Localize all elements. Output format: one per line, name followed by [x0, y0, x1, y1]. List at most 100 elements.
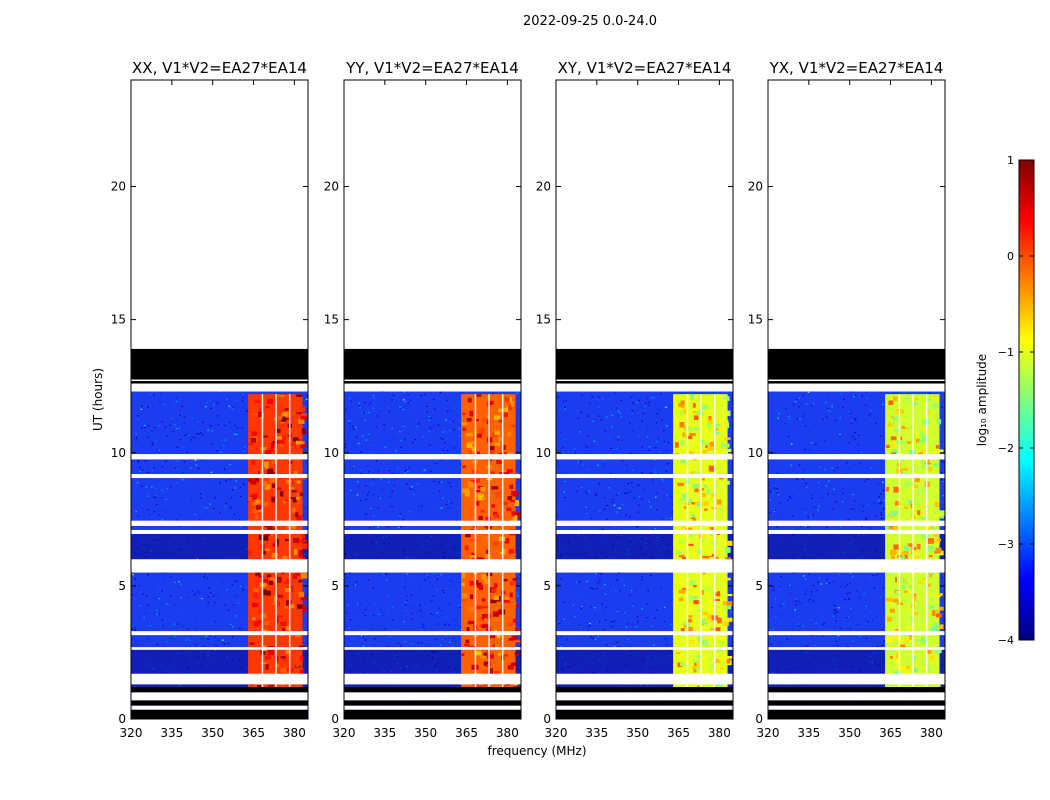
- noise-speck: [605, 606, 608, 608]
- rfi-blotch: [726, 617, 733, 622]
- noise-speck: [802, 478, 804, 480]
- noise-speck: [815, 622, 817, 625]
- noise-speck: [576, 581, 578, 583]
- noise-speck: [344, 642, 347, 644]
- noise-speck: [592, 637, 594, 639]
- noise-speck: [598, 415, 600, 417]
- noise-speck: [817, 581, 819, 583]
- noise-speck: [433, 480, 436, 482]
- noise-speck: [622, 503, 624, 506]
- noise-speck: [624, 612, 626, 614]
- noise-speck: [776, 473, 778, 475]
- blank-row: [131, 705, 308, 710]
- rfi-blotch: [488, 633, 496, 639]
- noise-speck: [235, 433, 238, 436]
- noise-speck: [365, 498, 367, 500]
- noise-speck: [202, 645, 205, 647]
- noise-speck: [429, 470, 432, 472]
- rfi-blotch: [934, 610, 940, 617]
- noise-speck: [650, 472, 652, 474]
- noise-speck: [361, 412, 363, 414]
- rfi-blotch: [717, 426, 725, 431]
- rfi-blotch: [938, 593, 944, 596]
- noise-speck: [416, 611, 419, 613]
- noise-speck: [816, 636, 818, 638]
- noise-speck: [353, 433, 355, 435]
- noise-speck: [216, 581, 219, 584]
- rfi-blotch: [280, 416, 286, 422]
- noise-speck: [161, 421, 163, 423]
- noise-speck: [593, 490, 596, 492]
- noise-speck: [799, 418, 801, 420]
- noise-speck: [211, 443, 214, 445]
- rfi-blotch: [699, 537, 706, 541]
- noise-speck: [443, 636, 446, 638]
- y-tick-label: 15: [324, 313, 339, 327]
- rfi-blotch: [709, 604, 713, 608]
- noise-speck: [638, 412, 640, 414]
- blank-row: [768, 387, 945, 392]
- noise-speck: [856, 590, 858, 592]
- rfi-blotch: [933, 552, 937, 557]
- rfi-blotch: [475, 605, 483, 610]
- noise-speck: [854, 394, 857, 396]
- noise-speck: [344, 519, 346, 521]
- rfi-blotch: [252, 502, 258, 506]
- noise-speck: [440, 574, 442, 576]
- noise-speck: [217, 610, 220, 612]
- noise-speck: [823, 622, 826, 624]
- noise-speck: [198, 431, 200, 433]
- rfi-blotch: [911, 593, 917, 599]
- noise-speck: [436, 578, 439, 580]
- colorbar-tick-label: 1: [1007, 154, 1014, 167]
- noise-speck: [147, 473, 149, 475]
- noise-speck: [215, 601, 217, 603]
- rfi-blotch: [295, 412, 302, 415]
- rfi-blotch: [934, 501, 940, 508]
- noise-speck: [231, 513, 233, 515]
- noise-speck: [644, 410, 646, 412]
- rfi-blotch: [461, 599, 466, 602]
- rfi-blotch: [697, 636, 703, 642]
- noise-speck: [440, 437, 442, 440]
- noise-speck: [581, 394, 583, 396]
- blank-row: [556, 705, 733, 710]
- noise-speck: [386, 574, 388, 576]
- rfi-blotch: [711, 645, 717, 648]
- noise-speck: [145, 460, 147, 462]
- noise-speck: [351, 638, 354, 640]
- noise-speck: [941, 406, 943, 408]
- noise-speck: [490, 392, 492, 395]
- rfi-blotch: [494, 670, 501, 674]
- noise-speck: [144, 460, 146, 462]
- noise-speck: [373, 397, 375, 400]
- noise-speck: [610, 447, 612, 450]
- noise-speck: [179, 398, 182, 400]
- noise-speck: [606, 518, 608, 520]
- rfi-blotch: [466, 442, 473, 448]
- rfi-blotch: [292, 537, 300, 543]
- rfi-blotch: [695, 430, 699, 436]
- noise-speck: [345, 409, 348, 412]
- rfi-blotch: [908, 416, 915, 421]
- noise-speck: [941, 526, 943, 528]
- noise-speck: [876, 646, 879, 648]
- rfi-blotch: [911, 485, 919, 489]
- rfi-blotch: [515, 628, 520, 632]
- rfi-blotch: [480, 655, 486, 659]
- noise-speck: [196, 433, 198, 435]
- noise-speck: [810, 461, 812, 463]
- x-tick-label: 365: [455, 726, 478, 740]
- noise-speck: [779, 585, 782, 587]
- noise-speck: [601, 573, 603, 575]
- noise-speck: [772, 493, 775, 495]
- noise-speck: [842, 488, 844, 490]
- noise-speck: [838, 634, 840, 637]
- rfi-blotch: [677, 482, 684, 487]
- noise-speck: [448, 482, 451, 484]
- rfi-blotch: [509, 592, 513, 598]
- noise-speck: [942, 481, 945, 484]
- blank-row: [344, 379, 521, 382]
- rfi-blotch: [885, 486, 890, 492]
